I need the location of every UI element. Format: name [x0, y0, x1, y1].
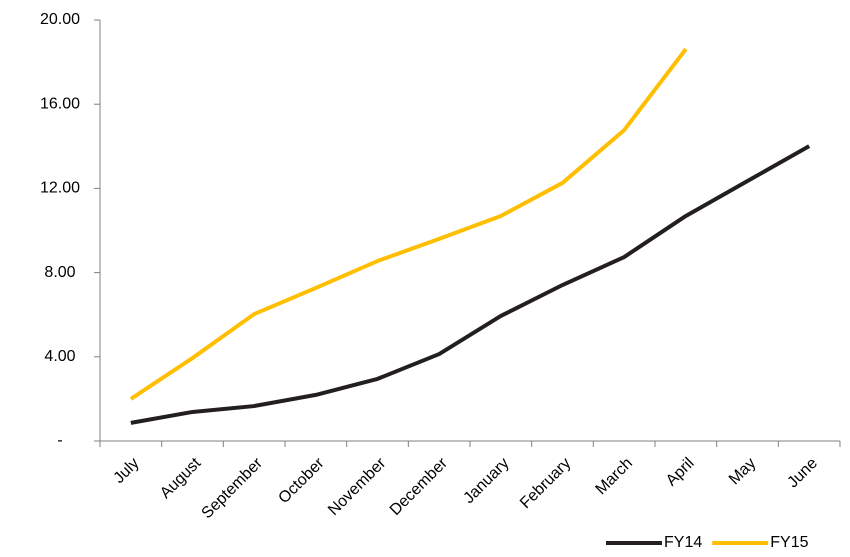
x-tick-label: September — [199, 454, 267, 522]
legend-label: FY14 — [664, 534, 702, 551]
legend-label: FY15 — [770, 534, 808, 551]
x-tick-label: May — [726, 455, 759, 488]
y-tick-label: 16.00 — [40, 95, 80, 112]
x-tick-label: December — [387, 454, 452, 519]
x-tick-label: January — [460, 455, 512, 507]
series-line — [130, 144, 811, 425]
x-tick-label: November — [325, 454, 390, 519]
y-tick-label: 8.00 — [44, 264, 75, 281]
y-tick-label: 12.00 — [40, 180, 80, 197]
series-line — [129, 47, 688, 401]
x-tick-label: August — [157, 454, 205, 502]
x-tick-label: March — [593, 455, 636, 498]
y-tick-label: 20.00 — [40, 11, 80, 28]
x-tick-label: June — [784, 455, 821, 492]
y-tick-label: 4.00 — [44, 348, 75, 365]
y-tick-label: - — [57, 432, 62, 449]
x-tick-label: February — [517, 455, 574, 512]
x-tick-label: July — [111, 455, 143, 487]
x-tick-label: October — [275, 454, 328, 507]
x-tick-label: April — [663, 455, 698, 490]
